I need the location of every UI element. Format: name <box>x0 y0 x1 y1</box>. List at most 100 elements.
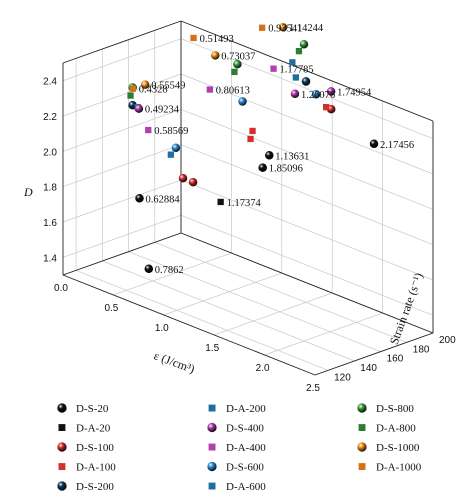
box-edge <box>62 232 182 276</box>
legend-item: D-A-800 <box>358 423 416 435</box>
legend-item: D-S-200 <box>57 481 114 493</box>
z-tick-label: 1.6 <box>43 218 57 229</box>
grid-line <box>102 260 355 362</box>
y-axis-line <box>314 332 434 376</box>
legend-label: D-A-1000 <box>376 462 422 474</box>
legend-marker <box>58 424 66 431</box>
data-point <box>129 85 136 92</box>
legend-label: D-S-100 <box>76 442 114 454</box>
data-point <box>259 24 266 31</box>
grid-line <box>214 292 333 336</box>
legend-marker <box>208 404 216 412</box>
grid-line <box>154 242 407 343</box>
legend-marker <box>57 403 67 413</box>
data-point <box>171 143 181 152</box>
data-point <box>311 90 321 99</box>
data-point <box>290 89 300 99</box>
legend-item: D-A-20 <box>58 423 111 435</box>
legend-item: D-S-800 <box>357 403 414 415</box>
legend-label: D-A-800 <box>376 423 416 435</box>
data-point <box>265 151 274 160</box>
x-tick-label: 2.5 <box>306 383 320 394</box>
legend-label: D-A-100 <box>76 462 116 474</box>
legend-label: D-S-200 <box>76 481 114 493</box>
legend-label: D-S-600 <box>226 462 264 474</box>
x-axis-line <box>62 274 316 376</box>
data-point <box>141 80 150 89</box>
data-point <box>249 127 256 135</box>
data-points <box>127 23 379 273</box>
z-tick-label: 1.4 <box>43 253 57 264</box>
legend-marker <box>357 403 367 413</box>
data-point <box>278 23 288 32</box>
point-label: 1.17374 <box>227 198 262 209</box>
legend-item: D-S-400 <box>207 423 264 435</box>
legend-marker <box>358 463 366 470</box>
data-point <box>292 74 299 81</box>
legend-item: D-A-100 <box>58 462 116 474</box>
grid-line <box>62 179 182 223</box>
point-label: 0.80613 <box>216 86 250 97</box>
grid-line <box>62 73 182 117</box>
legend-label: D-A-20 <box>76 423 111 435</box>
legend-label: D-A-200 <box>226 403 266 415</box>
legend-marker <box>207 422 217 433</box>
data-point <box>127 92 134 99</box>
legend-marker <box>57 442 67 452</box>
data-point <box>217 198 224 206</box>
point-label: 1.85096 <box>269 164 303 175</box>
legend-marker <box>208 482 216 490</box>
grid-line <box>180 144 434 245</box>
legend-label: D-A-600 <box>226 481 266 493</box>
data-point <box>211 51 220 60</box>
point-label: 2.17456 <box>380 140 414 151</box>
data-point <box>145 126 152 134</box>
point-label: 0.51493 <box>200 34 234 45</box>
axes <box>62 20 434 376</box>
box-edge <box>62 20 182 64</box>
data-point <box>289 59 296 66</box>
data-point <box>188 178 198 187</box>
point-label: 0.7862 <box>155 265 184 276</box>
grid-line <box>180 179 434 281</box>
point-label: 0.62884 <box>146 194 181 205</box>
z-axis-title: D <box>23 185 33 199</box>
grid-line <box>75 270 329 371</box>
x-tick-label: 0.0 <box>54 283 68 294</box>
box-edge <box>180 232 434 334</box>
data-point <box>369 139 379 148</box>
grid-line <box>180 38 434 139</box>
x-tick-label: 0.5 <box>104 303 118 314</box>
point-label: 0.55549 <box>151 81 185 92</box>
data-point <box>301 77 311 86</box>
y-tick-label: 200 <box>439 335 456 346</box>
legend-label: D-S-20 <box>76 403 109 415</box>
grid-line <box>163 272 282 316</box>
point-label: 1.26076 <box>301 90 335 101</box>
floor-pane <box>63 233 433 375</box>
legend-item: D-S-1000 <box>357 442 420 454</box>
data-point <box>231 68 238 75</box>
point-labels: 0.62884 0.7862 1.13631 2.17456 1.85096 1.1737… <box>139 23 414 276</box>
y-tick-label: 180 <box>413 344 430 355</box>
data-point <box>326 87 336 96</box>
x-axis-title: ε (J/cm³) <box>152 348 197 376</box>
data-point <box>135 194 144 203</box>
grid-line <box>180 109 434 210</box>
legend-marker <box>58 463 66 470</box>
y-tick-label: 120 <box>334 372 351 383</box>
grid-line <box>180 215 434 316</box>
point-label: 0.93541 <box>268 24 302 35</box>
x-tick-label: 2.0 <box>256 363 270 374</box>
z-tick-label: 2.0 <box>43 147 57 158</box>
data-point <box>167 151 174 158</box>
legend-item: D-A-200 <box>208 403 266 415</box>
z-tick-label: 1.8 <box>43 183 57 194</box>
point-label: 0.49234 <box>145 105 180 116</box>
grid-line <box>128 251 381 352</box>
data-point <box>233 59 242 69</box>
legend-item: D-A-600 <box>208 481 266 493</box>
data-point <box>206 86 213 93</box>
data-point <box>178 174 188 183</box>
